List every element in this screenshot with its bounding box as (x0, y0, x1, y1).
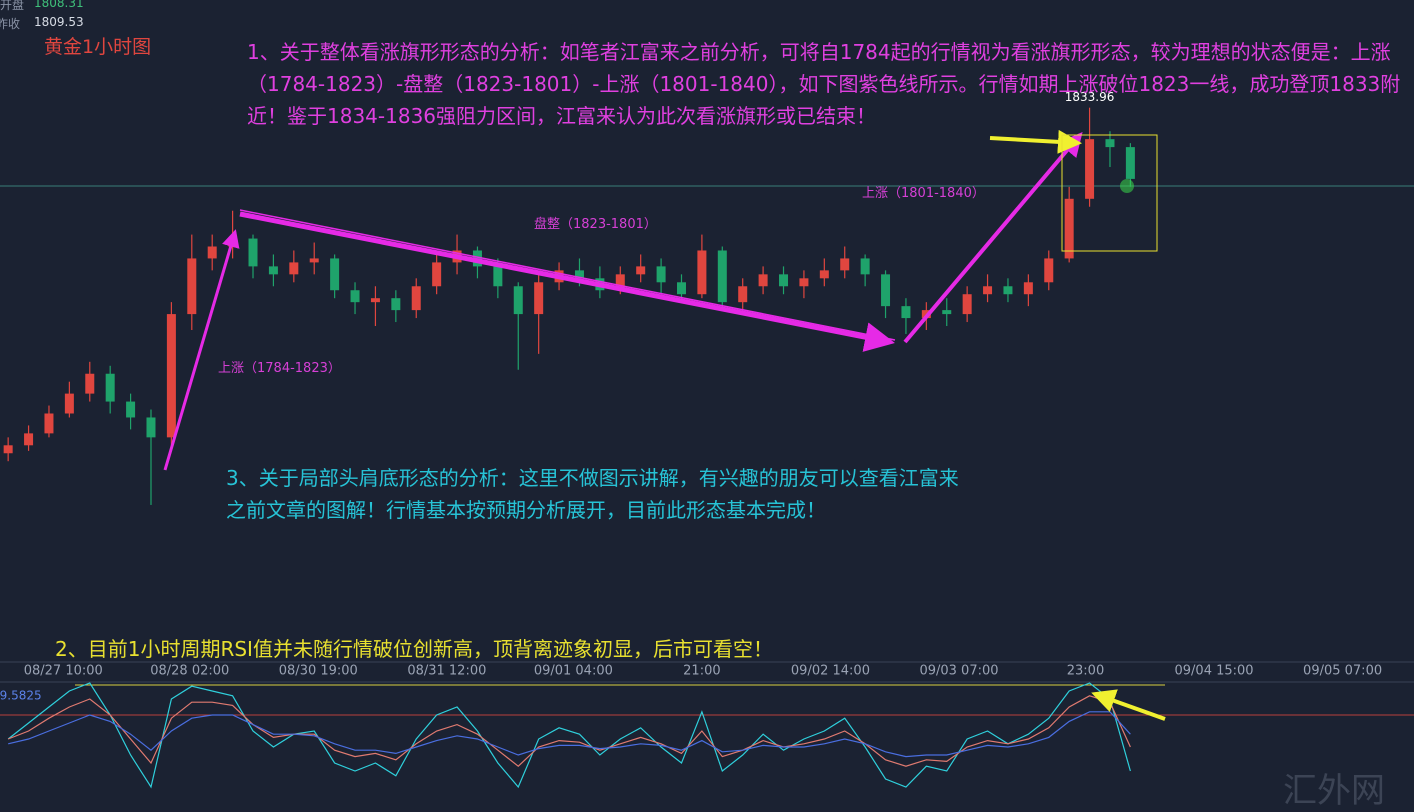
drawings (163, 129, 1166, 721)
candle-body (85, 373, 95, 394)
candle-body (146, 417, 156, 438)
arrow (989, 129, 1082, 154)
candle-body (860, 258, 870, 275)
rsi-line (8, 711, 1131, 758)
prev-label: 昨收 (0, 17, 21, 31)
candle-body (493, 266, 503, 287)
candle-body (574, 270, 584, 279)
candle-body (840, 258, 850, 271)
open-label: 开盘 (0, 0, 25, 12)
candle-body (391, 298, 401, 311)
annotation: 3、关于局部头肩底形态的分析：这里不做图示讲解，有兴趣的朋友可以查看江富来之前文… (226, 466, 959, 522)
candle-body (105, 373, 115, 402)
candle-body (309, 258, 319, 263)
candle-body (636, 266, 646, 275)
candle-body (248, 238, 258, 267)
open-value: 1808.31 (34, 0, 84, 10)
candle-body (983, 286, 993, 295)
candle-body (207, 246, 217, 259)
candle-body (656, 266, 666, 283)
rsi-line (7, 682, 1131, 789)
annotation: 2、目前1小时周期RSI值并未随行情破位创新高，顶背离迹象初显，后市可看空！ (55, 637, 773, 661)
candle-body (717, 250, 727, 303)
annotation: 1、关于整体看涨旗形形态的分析：如笔者江富来之前分析，可将自1784起的行情视为… (247, 40, 1401, 128)
candle-body (1125, 147, 1135, 179)
rsi-value: 59.5825 (0, 689, 42, 703)
arrow (239, 211, 895, 352)
candle-body (881, 274, 891, 307)
candle-body (819, 270, 829, 279)
candle-body (126, 401, 136, 418)
candle-body (779, 274, 789, 287)
candle-body (166, 314, 176, 438)
segment-label: 上涨（1801-1840） (862, 186, 985, 201)
x-tick-label: 09/05 07:00 (1303, 664, 1382, 679)
watermark: 汇外网 (1283, 771, 1385, 811)
candle-body (738, 286, 748, 303)
arrow-line (239, 209, 896, 341)
high-label: 1833.96 (1065, 90, 1115, 104)
segment-label: 上涨（1784-1823） (218, 361, 341, 376)
candle-body (615, 274, 625, 291)
x-tick-label: 08/27 10:00 (24, 664, 103, 679)
candle-body (799, 278, 809, 287)
candle-body (24, 433, 34, 446)
candle-body (1003, 286, 1013, 295)
x-tick-label: 09/01 04:00 (534, 664, 613, 679)
candle-body (1064, 198, 1074, 259)
candle-body (1044, 258, 1054, 283)
current-dot (1120, 179, 1134, 193)
candle-body (758, 274, 768, 287)
candle-body (942, 310, 952, 315)
candle-body (3, 445, 13, 454)
candle-body (330, 258, 340, 291)
candle-body (534, 282, 544, 315)
arrow (903, 131, 1083, 344)
candle-body (289, 262, 299, 275)
candle-body (697, 250, 707, 295)
x-tick-label: 08/30 19:00 (279, 664, 358, 679)
x-tick-label: 09/04 15:00 (1175, 664, 1254, 679)
candle-body (268, 266, 278, 275)
x-tick-label: 09/02 14:00 (791, 664, 870, 679)
candle-body (411, 286, 421, 311)
arrow (1091, 689, 1166, 721)
candle-body (1023, 282, 1033, 295)
x-tick-label: 23:00 (1067, 664, 1104, 679)
plot: 08/27 10:00 08/28 02:00 08/30 19:00 08/31 1… (0, 90, 1414, 789)
x-tick-label: 21:00 (683, 664, 720, 679)
segment-label: 盘整（1823-1801） (534, 217, 657, 232)
candle-body (901, 306, 911, 319)
candle-body (432, 262, 442, 287)
prev-value: 1809.53 (34, 15, 84, 29)
x-tick-label: 09/03 07:00 (919, 664, 998, 679)
candle-body (1085, 139, 1095, 199)
candle-body (187, 258, 197, 315)
x-tick-label: 08/31 12:00 (407, 664, 486, 679)
rsi-line (7, 695, 1131, 767)
candle-body (350, 290, 360, 303)
highlight-box (1061, 134, 1158, 252)
chart-title: 黄金1小时图 (44, 36, 152, 58)
arrow (163, 229, 240, 471)
candle-body (676, 282, 686, 295)
candle-body (44, 413, 54, 434)
candle-body (513, 286, 523, 315)
candle-body (962, 294, 972, 315)
candle-body (64, 393, 74, 414)
candle-body (1105, 139, 1115, 148)
candle-body (370, 298, 380, 303)
x-tick-label: 08/28 02:00 (150, 664, 229, 679)
